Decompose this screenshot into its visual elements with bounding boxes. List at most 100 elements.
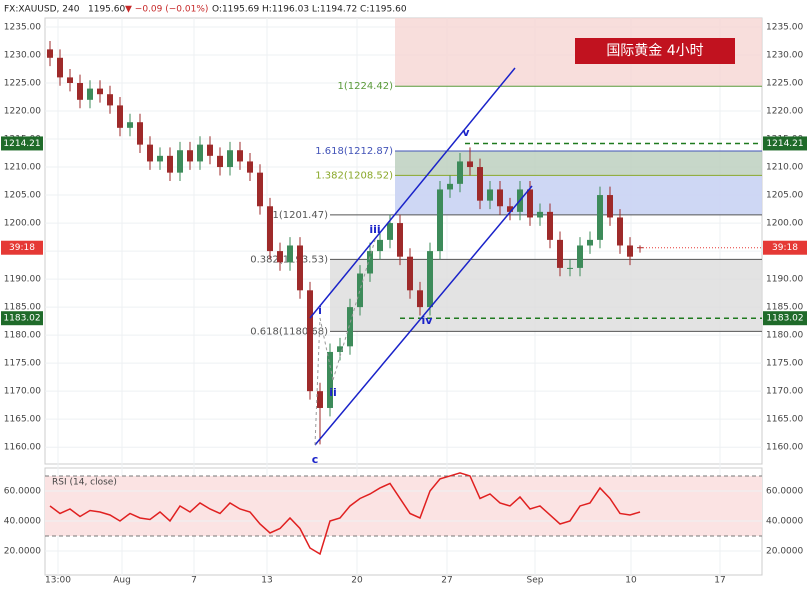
title-box [575, 38, 735, 64]
candle-body [447, 183, 453, 190]
candle-body [157, 155, 163, 162]
candle-body [107, 94, 113, 106]
y-tick-label: 1185.00 [4, 303, 41, 313]
candle-body [127, 122, 133, 128]
price-tag-label: 1183.02 [3, 314, 40, 324]
y-tick-label: 1170.00 [766, 387, 803, 397]
candle-body [537, 211, 543, 218]
candle-body [437, 189, 443, 252]
candle-body [387, 223, 393, 240]
candle-body [77, 82, 83, 100]
candle-body [167, 155, 173, 173]
candle-body [327, 351, 333, 408]
candle-body [597, 195, 603, 240]
candle-body [117, 105, 123, 128]
y-tick-label: 1180.00 [4, 331, 41, 341]
candle-body [207, 144, 213, 156]
y-tick-label: 60.0000 [4, 486, 41, 496]
y-tick-label: 1230.00 [766, 50, 803, 60]
candle-body [527, 189, 533, 218]
candle-body [567, 267, 573, 269]
countdown-tag [763, 240, 807, 255]
wave-label: c [312, 453, 319, 466]
countdown: 39:18 [9, 243, 35, 253]
last-price: 1195.60 [88, 5, 125, 15]
y-tick-label: 20.0000 [766, 546, 803, 556]
wave-line [319, 317, 334, 381]
y-tick-label: 1165.00 [766, 415, 803, 425]
channel-lower [314, 185, 533, 446]
fib-label: 1(1201.47) [272, 210, 328, 221]
y-tick-label: 1205.00 [766, 191, 803, 201]
candle-body [227, 150, 233, 168]
candle-body [467, 161, 473, 168]
price-tag [763, 136, 807, 151]
candle-body [267, 206, 273, 252]
y-tick-label: 1210.00 [4, 163, 41, 173]
y-tick-label: 40.0000 [766, 516, 803, 526]
x-tick-label: 7 [191, 576, 197, 586]
candle-body [477, 167, 483, 201]
candle-body [197, 144, 203, 162]
countdown-tag [1, 240, 43, 255]
change: ▼ −0.09 (−0.01%) [125, 5, 208, 15]
rsi-title: RSI (14, close) [52, 478, 117, 488]
x-tick-label: Sep [527, 576, 544, 586]
y-tick-label: 1205.00 [4, 191, 41, 201]
y-tick-label: 1180.00 [766, 331, 803, 341]
rsi-band [45, 475, 762, 536]
symbol: FX:XAUUSD, 240 [4, 5, 80, 15]
candle-body [507, 206, 513, 212]
candle-body [617, 217, 623, 246]
candle-body [57, 57, 63, 78]
wave-label: ii [329, 386, 337, 399]
y-tick-label: 1190.00 [4, 275, 41, 285]
ohlc: O:1195.69 H:1196.03 L:1194.72 C:1195.60 [212, 5, 407, 15]
candle-body [297, 245, 303, 291]
candle-body [427, 251, 433, 308]
y-tick-label: 1220.00 [4, 107, 41, 117]
candle-body [497, 189, 503, 207]
chart-title: 国际黄金 4小时 [606, 42, 703, 59]
y-tick-label: 1170.00 [4, 387, 41, 397]
candle-body [67, 77, 73, 83]
candle-body [587, 239, 593, 246]
wave-label: iv [422, 314, 434, 327]
price-tag [1, 311, 43, 326]
candle-body [237, 150, 243, 162]
y-tick-label: 1225.00 [4, 78, 41, 88]
y-tick-label: 1235.00 [766, 22, 803, 32]
candle-body [187, 150, 193, 162]
fib-zone [330, 259, 762, 332]
y-tick-label: 1165.00 [4, 415, 41, 425]
candle-body [177, 150, 183, 173]
candle-body [97, 88, 103, 95]
candle-body [407, 256, 413, 291]
countdown: 39:18 [772, 243, 798, 253]
y-tick-label: 1190.00 [766, 275, 803, 285]
rsi-line [49, 472, 641, 556]
y-tick-label: 1175.00 [4, 359, 41, 369]
fib-zone [395, 175, 762, 215]
fib-label: 1.382(1208.52) [315, 170, 393, 181]
y-tick-label: 1175.00 [766, 359, 803, 369]
candle-body [377, 239, 383, 252]
candle-body [137, 122, 143, 145]
candle-body [487, 189, 493, 201]
wave-label: iii [369, 223, 380, 236]
y-tick-label: 60.0000 [766, 486, 803, 496]
candle-body [247, 161, 253, 173]
candle-body [607, 195, 613, 218]
candle-body [557, 239, 563, 268]
y-tick-label: 20.0000 [4, 546, 41, 556]
y-tick-label: 1160.00 [766, 443, 803, 453]
fib-zone [395, 150, 762, 176]
candle-body [357, 273, 363, 308]
price-tag-label: 1214.21 [3, 139, 40, 149]
candle-body [217, 155, 223, 168]
candle-body [367, 251, 373, 274]
price-tag-label: 1214.21 [766, 139, 803, 149]
candle-body [257, 172, 263, 207]
